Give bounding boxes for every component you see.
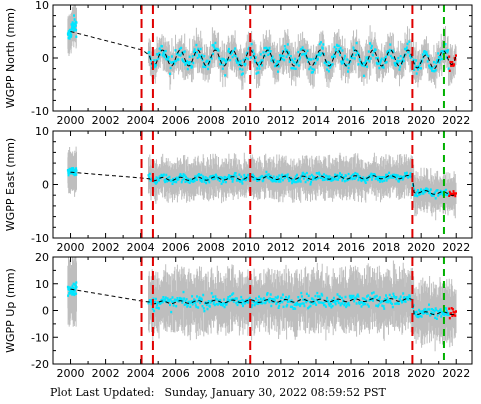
panel-0-ylabel: WGPP North (mm) [4, 8, 17, 108]
panel-2-xtick-label: 2006 [162, 367, 190, 380]
panel-0-data-points [66, 14, 450, 77]
panel-0-xtick-label: 2012 [267, 114, 295, 127]
panel-2-ylabel: WGPP Up (mm) [4, 268, 17, 353]
panel-2-ytick-label: -20 [31, 358, 49, 371]
panel-0-xtick-label: 2010 [232, 114, 260, 127]
panel-1-ytick-label: 0 [42, 179, 49, 192]
panel-0-xtick-label: 2014 [302, 114, 330, 127]
panel-1-xtick-label: 2010 [232, 241, 260, 254]
panel-2-recent-points [448, 307, 457, 320]
panel-1-xtick-label: 2016 [337, 241, 365, 254]
panel-2-xtick-label: 2002 [92, 367, 120, 380]
panel-1-xtick-label: 2006 [162, 241, 190, 254]
panel-1-xtick-label: 2018 [372, 241, 400, 254]
panel-2-xtick-label: 2010 [232, 367, 260, 380]
panel-2-xtick-label: 2016 [337, 367, 365, 380]
panel-0-error-bars [67, 5, 457, 90]
panel-1-xtick-label: 2014 [302, 241, 330, 254]
panel-0-xtick-label: 2002 [92, 114, 120, 127]
panel-0-xtick-label: 2004 [127, 114, 155, 127]
panel-0-xtick-label: 2016 [337, 114, 365, 127]
panel-1-ytick-label: -10 [31, 232, 49, 245]
panel-0-plot-area [66, 5, 457, 90]
panel-1-xtick-label: 2012 [267, 241, 295, 254]
plot-updated-footer: Plot Last Updated: Sunday, January 30, 20… [50, 386, 386, 399]
panel-2-xtick-label: 2014 [302, 367, 330, 380]
panel-0-xtick-label: 2006 [162, 114, 190, 127]
panel-1-xtick-label: 2022 [442, 241, 470, 254]
panel-2-ytick-label: 0 [42, 305, 49, 318]
panel-0-xtick-label: 2000 [57, 114, 85, 127]
panel-1-xtick-label: 2002 [92, 241, 120, 254]
panel-1-error-bars [67, 146, 457, 221]
gps-timeseries-chart: 2000 2002 2004 2006 2008 2010 2012 2014 2016 2018… [4, 0, 473, 380]
panel-1-ytick-label: 10 [35, 125, 49, 138]
panel-1-xtick-label: 2000 [57, 241, 85, 254]
panel-0-xtick-label: 2018 [372, 114, 400, 127]
panel-2-xtick-label: 2012 [267, 367, 295, 380]
panel-0-model-line [70, 31, 457, 70]
panel-0-ytick-label: 0 [42, 52, 49, 65]
panel-2-ytick-label: 20 [35, 251, 49, 264]
panel-0-xtick-label: 2008 [197, 114, 225, 127]
panel-1-xtick-label: 2004 [127, 241, 155, 254]
panel-2-ytick-label: -10 [31, 331, 49, 344]
panel-2-xtick-label: 2000 [57, 367, 85, 380]
panel-0-ytick-label: 10 [35, 0, 49, 12]
panel-1-ylabel: WGPP East (mm) [4, 138, 17, 231]
panel-2-xtick-label: 2008 [197, 367, 225, 380]
panel-0-xtick-label: 2020 [407, 114, 435, 127]
footer-label: Plot Last Updated: [50, 386, 155, 399]
panel-2-ytick-label: 10 [35, 278, 49, 291]
panel-2-model-line [70, 288, 457, 315]
panel-2-xtick-label: 2004 [127, 367, 155, 380]
panel-1-xtick-label: 2008 [197, 241, 225, 254]
panel-0-ytick-label: -10 [31, 105, 49, 118]
panel-1-model-line [70, 171, 457, 196]
footer-timestamp: Sunday, January 30, 2022 08:59:52 PST [164, 386, 386, 399]
panel-2-plot-area [66, 257, 457, 352]
panel-1-xtick-label: 2020 [407, 241, 435, 254]
panel-1-plot-area [66, 146, 457, 221]
panel-2-xtick-label: 2018 [372, 367, 400, 380]
panel-0-xtick-label: 2022 [442, 114, 470, 127]
panel-2-xtick-label: 2020 [407, 367, 435, 380]
panel-2-xtick-label: 2022 [442, 367, 470, 380]
